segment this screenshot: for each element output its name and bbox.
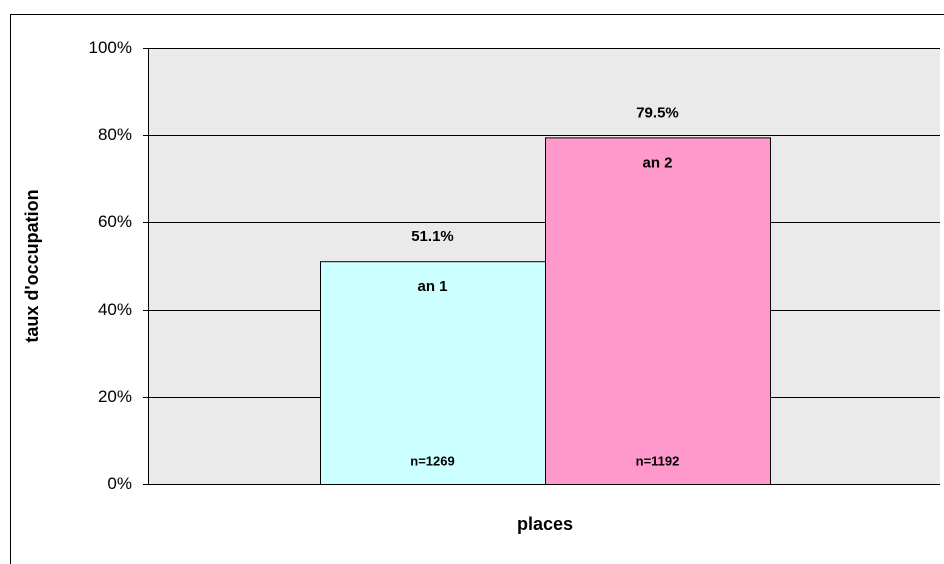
annotation: n=1269 [410, 453, 454, 468]
y-tick-label: 40% [98, 300, 132, 319]
y-axis-title: taux d'occupation [22, 189, 42, 342]
annotation: n=1192 [636, 453, 680, 468]
y-tick-label: 100% [89, 38, 132, 57]
y-tick-label: 60% [98, 212, 132, 231]
bar [545, 137, 771, 485]
series-label: an 2 [642, 154, 672, 171]
y-tick-label: 20% [98, 387, 132, 406]
x-axis-title: places [517, 514, 573, 534]
value-label: 79.5% [636, 104, 679, 121]
series-label: an 1 [417, 278, 447, 295]
y-tick-label: 80% [98, 125, 132, 144]
y-tick-label: 0% [107, 474, 132, 493]
bar [320, 261, 546, 486]
value-label: 51.1% [411, 228, 454, 245]
